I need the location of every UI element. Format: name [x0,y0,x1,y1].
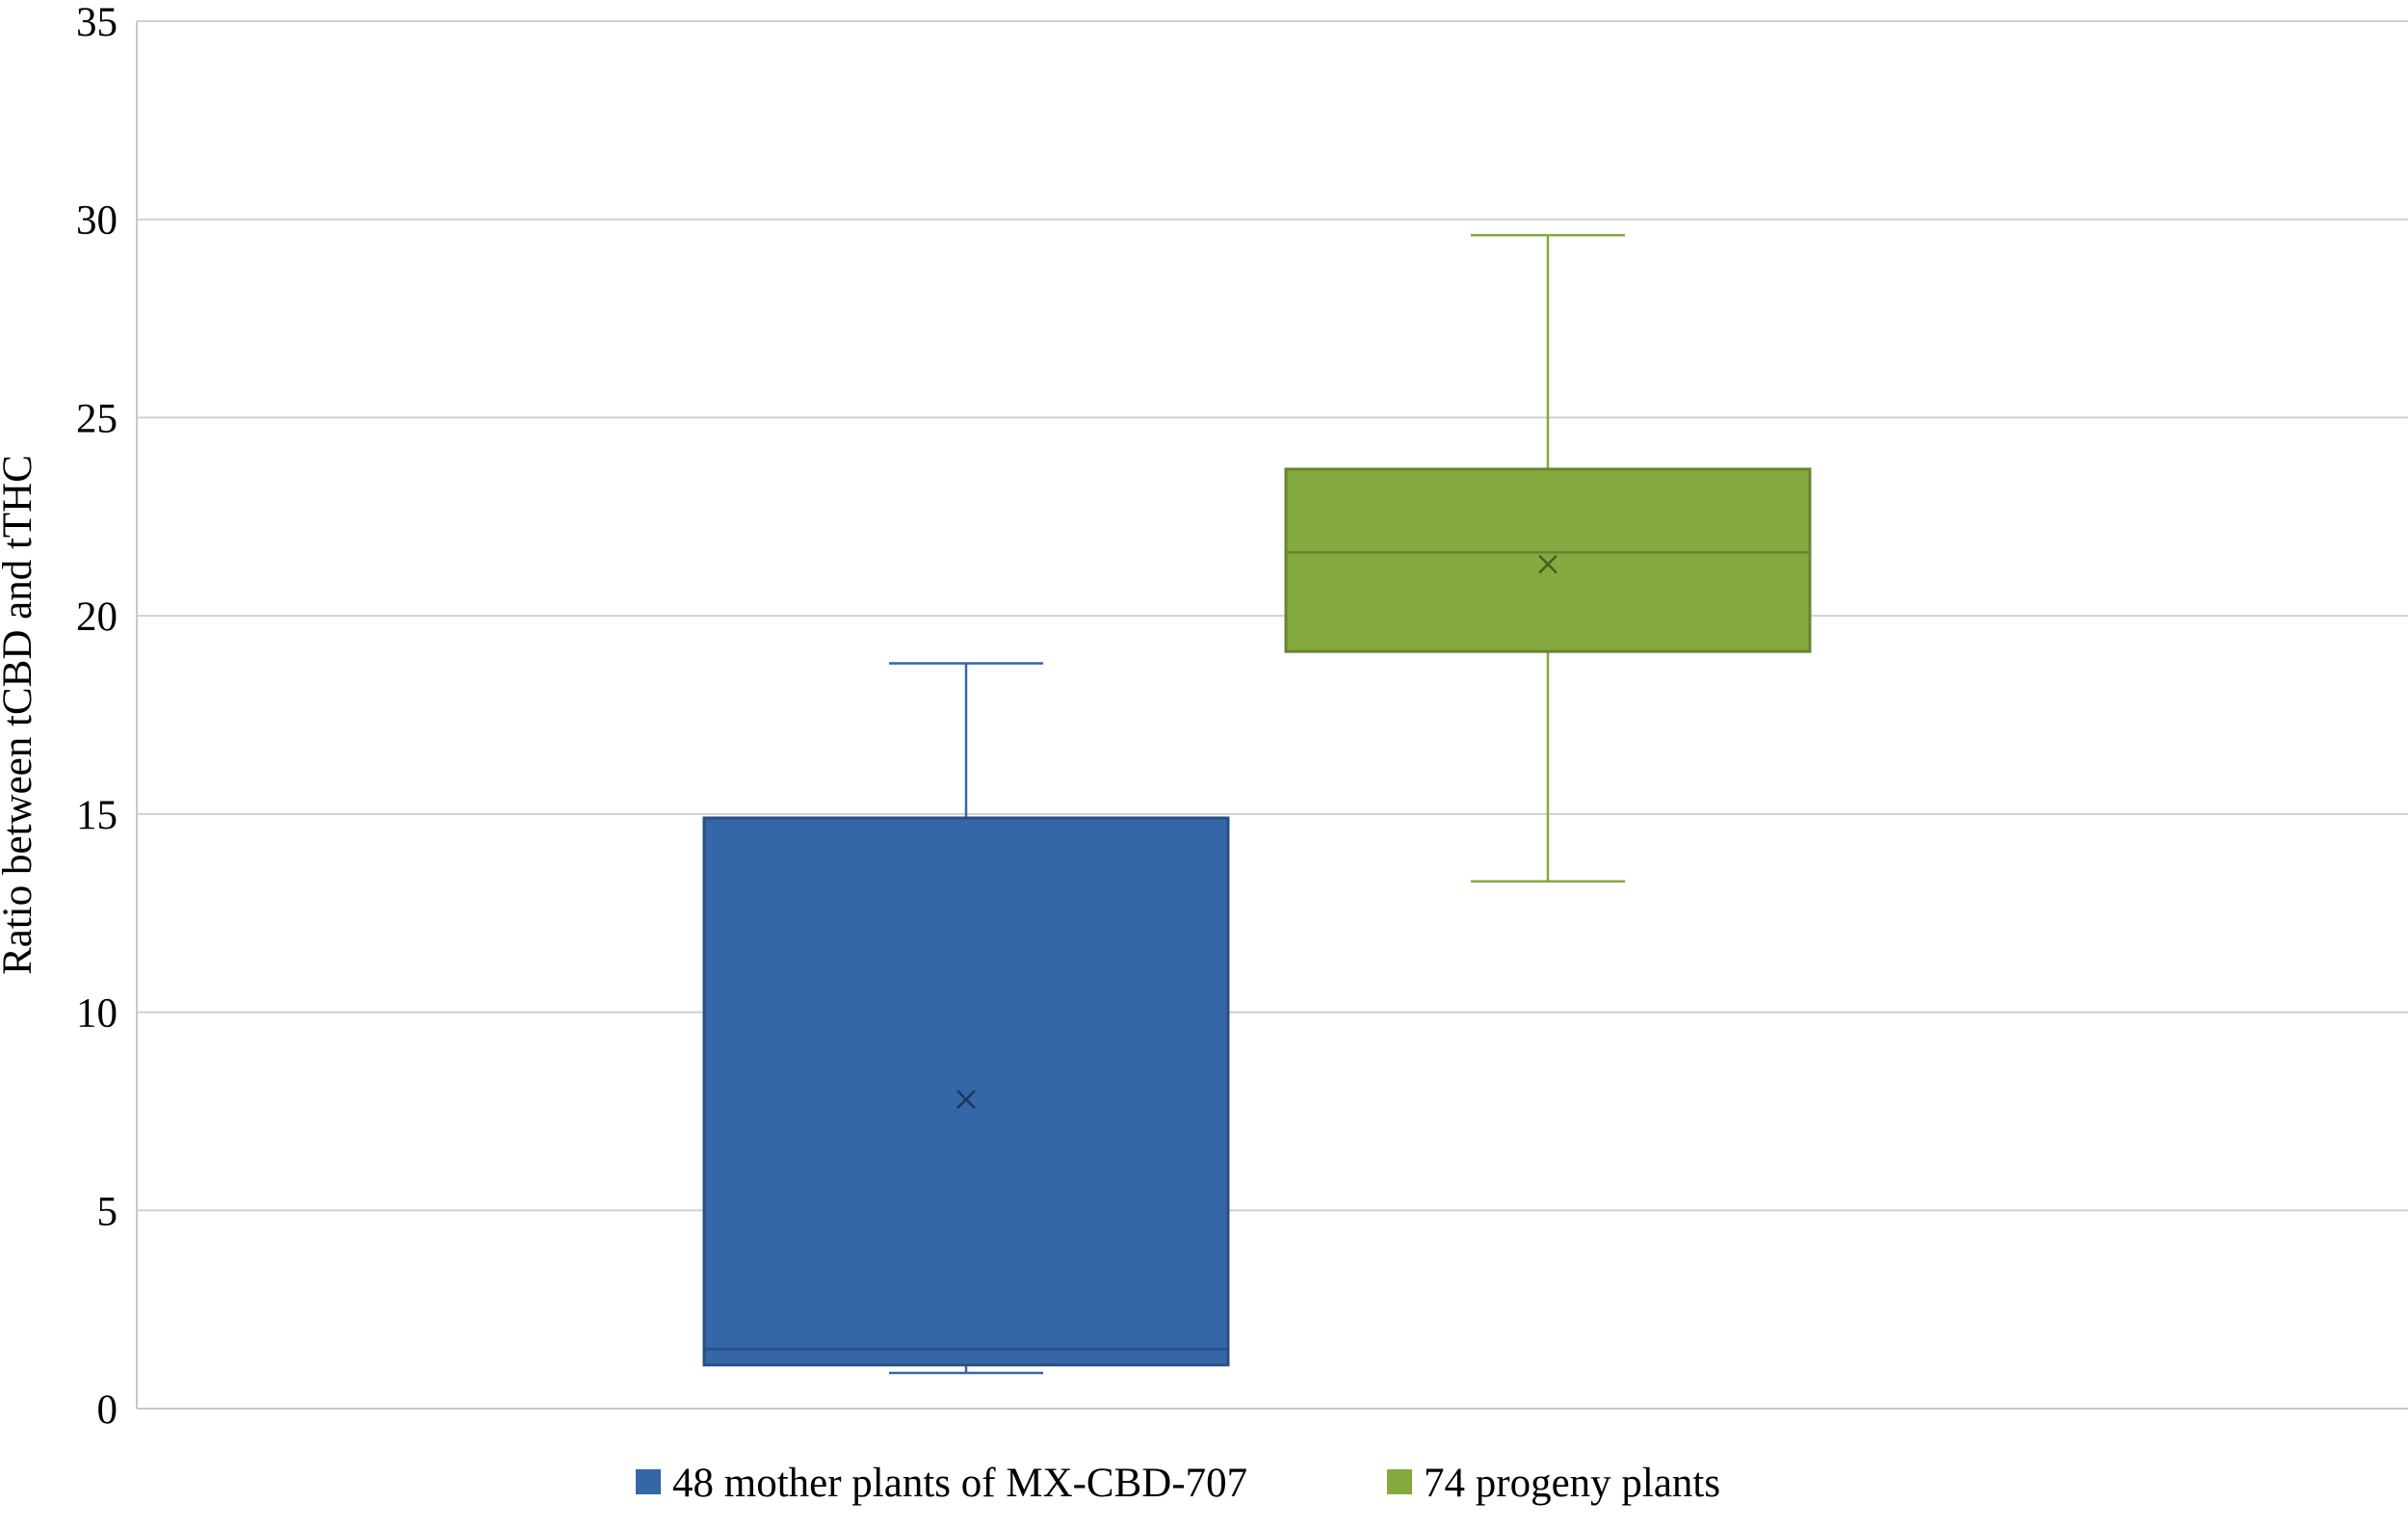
legend-item-2: 74 progeny plants [1387,1461,1720,1506]
y-tick-label: 25 [76,396,118,441]
boxes [702,233,1812,1375]
mean-marker [956,1090,976,1109]
y-tick-label: 15 [76,793,118,838]
y-tick-label: 35 [76,0,118,45]
legend-swatch [636,1469,661,1494]
legend-item-1: 48 mother plants of MX-CBD-707 [636,1461,1247,1506]
mean-marker [1538,554,1557,574]
interquartile-box [702,816,1230,1367]
y-tick-label: 5 [97,1189,118,1234]
y-tick-label: 10 [76,991,118,1037]
interquartile-box [1284,467,1812,653]
legend-label: 74 progeny plants [1424,1461,1720,1506]
box-1 [702,662,1230,1375]
y-tick-label: 30 [76,198,118,244]
axes [136,21,2408,1410]
y-tick-label: 0 [97,1387,118,1433]
y-tick-label: 20 [76,594,118,640]
legend-label: 48 mother plants of MX-CBD-707 [672,1461,1247,1506]
box-2 [1284,233,1812,884]
legend-swatch [1387,1469,1412,1494]
gridlines [137,20,2408,1212]
y-axis-ticks: 0 5 10 15 20 25 30 35 [76,0,118,1433]
legend: 48 mother plants of MX-CBD-707 74 progeny… [636,1461,1720,1506]
y-axis-title: Ratio between tCBD and tTHC [0,455,40,975]
